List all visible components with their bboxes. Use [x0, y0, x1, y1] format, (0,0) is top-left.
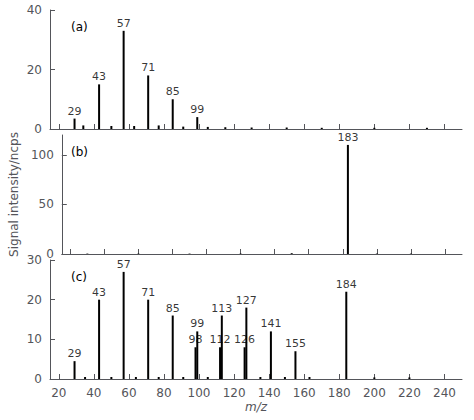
svg-text:200: 200 — [363, 386, 386, 400]
svg-text:57: 57 — [117, 17, 131, 30]
svg-text:220: 220 — [398, 386, 421, 400]
svg-text:50: 50 — [39, 197, 54, 211]
svg-text:98: 98 — [189, 333, 203, 346]
svg-text:(a): (a) — [71, 20, 88, 34]
svg-text:(c): (c) — [71, 270, 87, 284]
svg-text:40: 40 — [86, 386, 101, 400]
svg-text:141: 141 — [260, 317, 281, 330]
svg-text:20: 20 — [51, 386, 66, 400]
svg-text:71: 71 — [141, 286, 155, 299]
svg-text:30: 30 — [27, 253, 42, 267]
svg-text:Signal intensity/ncps: Signal intensity/ncps — [7, 132, 21, 257]
svg-text:100: 100 — [188, 386, 211, 400]
svg-text:20: 20 — [27, 63, 42, 77]
svg-text:0: 0 — [34, 372, 42, 386]
svg-text:184: 184 — [336, 278, 357, 291]
svg-text:180: 180 — [328, 386, 351, 400]
svg-text:85: 85 — [166, 85, 180, 98]
svg-text:183: 183 — [337, 131, 358, 144]
svg-text:155: 155 — [285, 337, 306, 350]
svg-text:29: 29 — [68, 105, 82, 118]
svg-text:43: 43 — [92, 286, 106, 299]
svg-text:60: 60 — [121, 386, 136, 400]
svg-text:(b): (b) — [71, 145, 88, 159]
svg-text:100: 100 — [31, 148, 54, 162]
svg-text:127: 127 — [236, 294, 257, 307]
svg-text:40: 40 — [27, 3, 42, 17]
svg-text:113: 113 — [211, 302, 232, 315]
svg-text:85: 85 — [166, 302, 180, 315]
svg-text:140: 140 — [258, 386, 281, 400]
svg-text:10: 10 — [27, 332, 42, 346]
svg-text:0: 0 — [34, 122, 42, 136]
svg-text:126: 126 — [234, 333, 255, 346]
svg-text:112: 112 — [210, 333, 231, 346]
svg-text:160: 160 — [293, 386, 316, 400]
svg-text:240: 240 — [433, 386, 456, 400]
svg-text:0: 0 — [46, 247, 54, 261]
svg-text:99: 99 — [190, 103, 204, 116]
svg-text:120: 120 — [223, 386, 246, 400]
svg-text:43: 43 — [92, 70, 106, 83]
svg-text:29: 29 — [68, 347, 82, 360]
svg-text:57: 57 — [117, 258, 131, 271]
svg-text:99: 99 — [190, 317, 204, 330]
svg-text:m/z: m/z — [245, 400, 268, 414]
svg-text:20: 20 — [27, 293, 42, 307]
svg-text:80: 80 — [156, 386, 171, 400]
svg-text:71: 71 — [141, 61, 155, 74]
